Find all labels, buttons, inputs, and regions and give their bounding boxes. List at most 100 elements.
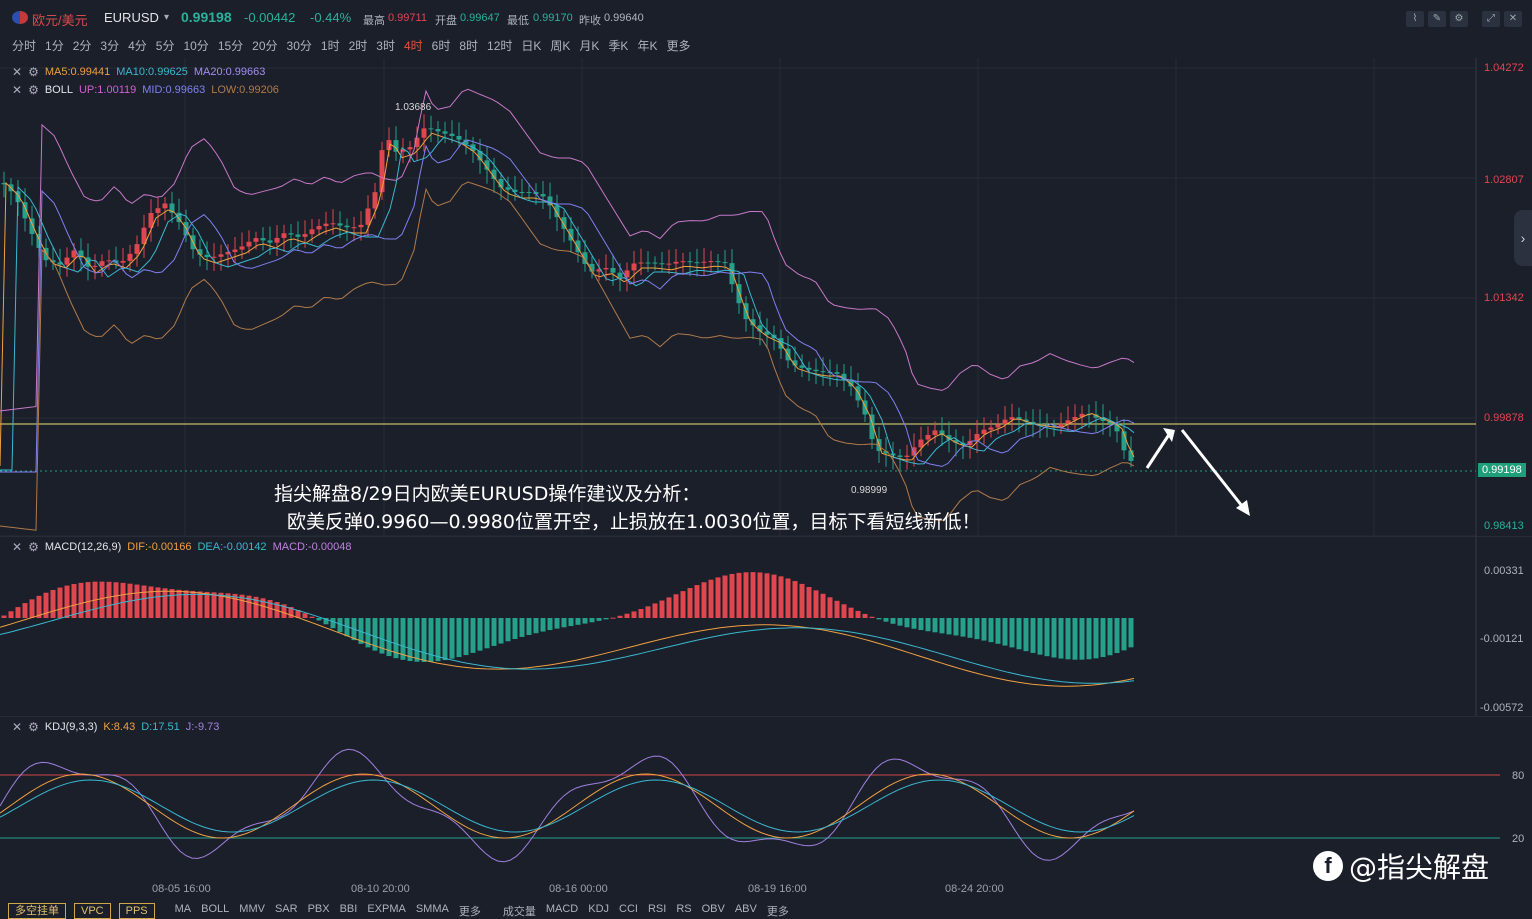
candle-body xyxy=(155,208,161,213)
indicator-17[interactable]: 更多 xyxy=(766,905,789,918)
timeframe-7[interactable]: 15分 xyxy=(217,39,244,53)
close-icon[interactable]: ✕ xyxy=(1504,11,1522,27)
indicator-10[interactable]: MACD xyxy=(545,902,579,915)
indicator-3[interactable]: SAR xyxy=(274,902,298,915)
dea-line xyxy=(0,593,1135,684)
macd-bar xyxy=(1072,618,1078,660)
indicator-7[interactable]: SMMA xyxy=(415,902,449,915)
indicator-12[interactable]: CCI xyxy=(619,902,638,915)
symbol-name[interactable]: 欧元/美元 xyxy=(32,13,88,28)
close-icon[interactable]: ✕ xyxy=(12,65,23,79)
indicator-toolbar: 多空挂单 VPC PPS MA BOLL MMV SAR PBX BBI EXPMA SMMA… xyxy=(0,902,1532,919)
macd-chart[interactable] xyxy=(0,536,1532,716)
gear-icon[interactable]: ⚙ xyxy=(28,720,39,734)
indicator-0[interactable]: MA xyxy=(174,902,192,915)
macd-axis-label: -0.00121 xyxy=(1480,633,1524,645)
macd-dif: DIF:-0.00166 xyxy=(127,541,192,553)
prev-label: 昨收 xyxy=(579,15,601,27)
indicator-14[interactable]: RS xyxy=(676,902,692,915)
kdj-axis-label: 20 xyxy=(1512,833,1525,845)
kdj-chart[interactable] xyxy=(0,716,1532,882)
macd-bar xyxy=(953,618,959,636)
macd-bar xyxy=(414,618,420,662)
close-icon[interactable]: ✕ xyxy=(12,540,23,554)
timeframe-6[interactable]: 10分 xyxy=(183,39,209,53)
symbol-code[interactable]: EURUSD xyxy=(104,10,159,25)
chevron-down-icon[interactable]: ▾ xyxy=(164,12,170,23)
indicator-8[interactable]: 更多 xyxy=(458,905,481,918)
timeframe-20[interactable]: 季K xyxy=(608,39,629,53)
macd-bar xyxy=(449,618,455,659)
vpc-button[interactable]: VPC xyxy=(74,902,111,919)
indicator-13[interactable]: RSI xyxy=(647,902,667,915)
indicator-5[interactable]: BBI xyxy=(339,902,358,915)
macd-bar xyxy=(421,618,427,662)
indicator-2[interactable]: MMV xyxy=(239,902,265,915)
candle-body xyxy=(638,262,644,264)
indicator-16[interactable]: ABV xyxy=(734,902,757,915)
candle-body xyxy=(106,260,112,262)
timeframe-18[interactable]: 周K xyxy=(550,39,571,53)
macd-bar xyxy=(974,618,980,640)
timeframe-11[interactable]: 2时 xyxy=(348,39,368,53)
indicator-15[interactable]: OBV xyxy=(701,902,725,915)
gear-icon[interactable]: ⚙ xyxy=(28,540,39,554)
chart-type-icon[interactable]: ⌇ xyxy=(1406,11,1424,27)
timeframe-4[interactable]: 4分 xyxy=(128,39,147,53)
candlestick-chart[interactable] xyxy=(0,58,1532,536)
candle-body xyxy=(918,439,924,448)
settings-icon[interactable]: ⚙ xyxy=(1450,11,1468,27)
candle-body xyxy=(267,240,273,243)
indicator-11[interactable]: KDJ xyxy=(588,902,610,915)
gear-icon[interactable]: ⚙ xyxy=(28,65,39,79)
timeframe-0[interactable]: 分时 xyxy=(12,39,37,53)
timeframe-10[interactable]: 1时 xyxy=(320,39,340,53)
timeframe-1[interactable]: 1分 xyxy=(45,39,64,53)
timeframe-9[interactable]: 30分 xyxy=(286,39,312,53)
candle-body xyxy=(659,263,665,265)
timeframe-5[interactable]: 5分 xyxy=(155,39,175,53)
timeframe-17[interactable]: 日K xyxy=(521,39,542,53)
chevron-right-icon[interactable]: › xyxy=(1514,210,1532,266)
timeframe-14[interactable]: 6时 xyxy=(431,39,451,53)
macd-bar xyxy=(680,591,686,618)
timeframe-3[interactable]: 3分 xyxy=(100,39,120,53)
timeframe-8[interactable]: 20分 xyxy=(252,39,278,53)
candle-body xyxy=(883,451,889,454)
macd-bar xyxy=(393,618,399,659)
ma10-line xyxy=(0,136,1135,471)
candle-body xyxy=(750,319,756,326)
candle-body xyxy=(1,183,7,185)
macd-bar xyxy=(169,589,175,618)
macd-bar xyxy=(631,611,637,618)
candle-body xyxy=(1065,420,1071,424)
fullscreen-icon[interactable]: ⤢ xyxy=(1482,11,1500,27)
candle-body xyxy=(253,238,259,242)
close-icon[interactable]: ✕ xyxy=(12,720,23,734)
boll-up: UP:1.00119 xyxy=(78,84,137,96)
timeframe-16[interactable]: 12时 xyxy=(487,39,513,53)
indicator-6[interactable]: EXPMA xyxy=(367,902,406,915)
timeframe-2[interactable]: 2分 xyxy=(72,39,92,53)
candle-body xyxy=(848,379,854,387)
indicator-4[interactable]: PBX xyxy=(307,902,330,915)
close-icon[interactable]: ✕ xyxy=(12,83,23,97)
indicator-9[interactable]: 成交量 xyxy=(502,905,536,918)
macd-bar xyxy=(78,582,84,618)
timeframe-19[interactable]: 月K xyxy=(579,39,600,53)
draw-icon[interactable]: ✎ xyxy=(1428,11,1446,27)
timeframe-15[interactable]: 8时 xyxy=(459,39,479,53)
pps-button[interactable]: PPS xyxy=(118,902,155,919)
long-short-orders-button[interactable]: 多空挂单 xyxy=(8,902,66,919)
timeframe-13[interactable]: 4时 xyxy=(403,39,423,53)
candle-body xyxy=(925,434,931,440)
candle-body xyxy=(344,225,350,228)
macd-bar xyxy=(491,618,497,646)
macd-bar xyxy=(239,594,245,618)
timeframe-21[interactable]: 年K xyxy=(637,39,658,53)
timeframe-22[interactable]: 更多 xyxy=(666,39,691,53)
gear-icon[interactable]: ⚙ xyxy=(28,83,39,97)
timeframe-12[interactable]: 3时 xyxy=(376,39,395,53)
macd-bar xyxy=(1121,618,1127,651)
indicator-1[interactable]: BOLL xyxy=(201,902,230,915)
